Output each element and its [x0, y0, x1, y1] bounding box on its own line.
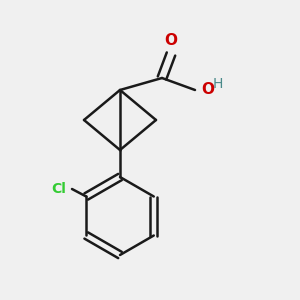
Text: H: H	[213, 77, 224, 91]
Text: O: O	[201, 82, 214, 98]
Text: Cl: Cl	[51, 182, 66, 196]
Text: O: O	[164, 33, 178, 48]
